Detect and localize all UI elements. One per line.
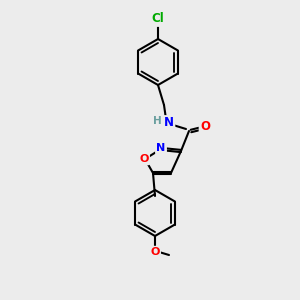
Text: O: O	[150, 247, 160, 257]
Text: O: O	[150, 247, 160, 257]
Text: N: N	[156, 143, 166, 153]
Text: Cl: Cl	[152, 13, 164, 26]
Text: N: N	[164, 116, 174, 130]
Text: O: O	[200, 121, 210, 134]
Text: O: O	[139, 154, 149, 164]
Text: Cl: Cl	[152, 13, 164, 26]
Text: N: N	[164, 116, 174, 130]
Text: H: H	[153, 116, 161, 126]
Text: O: O	[139, 154, 149, 164]
Text: N: N	[156, 143, 166, 153]
Text: H: H	[153, 116, 161, 126]
Text: O: O	[200, 121, 210, 134]
